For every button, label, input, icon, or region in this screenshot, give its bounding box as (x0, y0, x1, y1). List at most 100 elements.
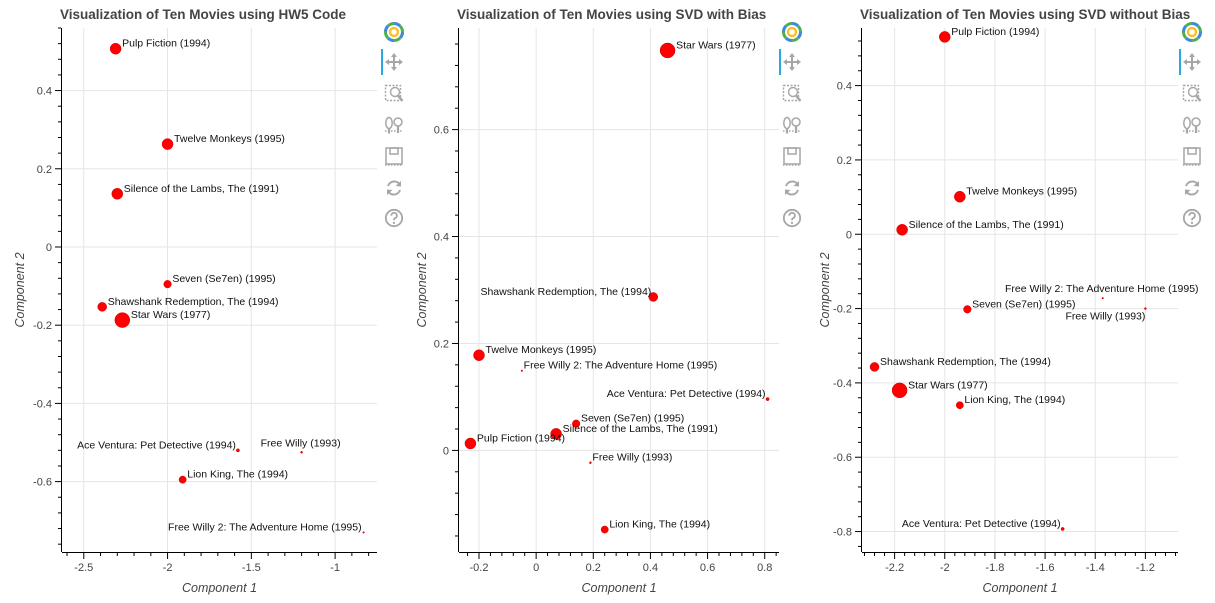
data-point[interactable] (97, 302, 107, 312)
data-point[interactable] (550, 428, 562, 440)
point-label: Shawshank Redemption, The (1994) (880, 356, 1051, 368)
y-tick-label: 0.2 (837, 155, 852, 167)
active-tool-indicator (779, 49, 781, 75)
data-point[interactable] (891, 382, 908, 399)
data-point[interactable] (1060, 527, 1065, 531)
point-label: Ace Ventura: Pet Detective (1994) (607, 388, 766, 400)
pan-icon[interactable] (381, 49, 404, 75)
box-zoom-icon[interactable] (384, 84, 404, 104)
data-point[interactable] (659, 42, 676, 59)
reset-icon[interactable] (782, 178, 802, 198)
point-label: Free Willy 2: The Adventure Home (1995) (524, 360, 718, 372)
y-tick-label: -0.4 (833, 378, 852, 390)
help-icon[interactable] (384, 208, 404, 228)
data-point[interactable] (114, 312, 131, 328)
scatter-plot[interactable]: Visualization of Ten Movies using SVD wi… (805, 0, 1199, 603)
x-axis-label: Component 1 (182, 581, 257, 595)
scatter-plot[interactable]: Visualization of Ten Movies using HW5 Co… (0, 0, 380, 603)
data-point[interactable] (1144, 307, 1147, 310)
y-tick-label: -0.2 (833, 304, 852, 316)
x-tick-label: -1.6 (1036, 562, 1055, 574)
help-icon[interactable] (1182, 208, 1202, 228)
data-point[interactable] (161, 138, 174, 150)
x-tick-label: -1.5 (242, 562, 261, 574)
data-point[interactable] (939, 31, 951, 43)
point-label: Twelve Monkeys (1995) (966, 186, 1077, 198)
data-point[interactable] (236, 448, 240, 453)
x-tick-label: -1.8 (985, 562, 1004, 574)
point-label: Lion King, The (1994) (609, 519, 710, 531)
bokeh-logo-icon[interactable] (1182, 22, 1202, 42)
point-label: Free Willy 2: The Adventure Home (1995) (168, 521, 362, 533)
point-label: Free Willy (1993) (1065, 311, 1145, 323)
y-tick-label: 0.2 (37, 164, 52, 176)
bokeh-logo-icon[interactable] (384, 22, 404, 42)
data-point[interactable] (473, 349, 485, 361)
reset-icon[interactable] (1182, 178, 1202, 198)
y-tick-label: 0 (846, 229, 852, 241)
data-point[interactable] (163, 280, 172, 289)
chart-title: Visualization of Ten Movies using HW5 Co… (60, 7, 347, 22)
point-label: Lion King, The (1994) (187, 469, 288, 481)
y-axis-label: Component 2 (415, 252, 429, 327)
point-label: Star Wars (1977) (131, 309, 211, 321)
point-label: Shawshank Redemption, The (1994) (480, 286, 651, 298)
y-tick-label: -0.4 (33, 398, 52, 410)
x-tick-label: -2 (163, 562, 173, 574)
data-point[interactable] (362, 531, 365, 534)
data-point[interactable] (869, 362, 880, 372)
point-label: Free Willy 2: The Adventure Home (1995) (1005, 283, 1199, 295)
y-axis-label: Component 2 (13, 252, 27, 327)
chart-title: Visualization of Ten Movies using SVD wi… (860, 7, 1190, 22)
y-tick-label: 0.4 (434, 232, 449, 244)
wheel-zoom-icon[interactable] (1182, 115, 1202, 135)
point-label: Lion King, The (1994) (964, 394, 1065, 406)
data-point[interactable] (520, 369, 523, 372)
save-icon[interactable] (384, 146, 404, 166)
wheel-zoom-icon[interactable] (384, 115, 404, 135)
wheel-zoom-icon[interactable] (782, 115, 802, 135)
pan-icon[interactable] (1179, 49, 1202, 75)
point-label: Shawshank Redemption, The (1994) (108, 296, 279, 308)
point-label: Twelve Monkeys (1995) (486, 344, 597, 356)
x-tick-label: 0 (533, 562, 539, 574)
point-label: Pulp Fiction (1994) (122, 38, 210, 50)
data-point[interactable] (589, 461, 592, 464)
data-point[interactable] (765, 397, 770, 401)
data-point[interactable] (178, 475, 187, 484)
point-label: Seven (Se7en) (1995) (581, 413, 684, 425)
bokeh-logo-icon[interactable] (782, 22, 802, 42)
data-point[interactable] (109, 42, 122, 55)
data-point[interactable] (896, 224, 908, 236)
save-icon[interactable] (1182, 146, 1202, 166)
x-tick-label: 0.4 (643, 562, 658, 574)
reset-icon[interactable] (384, 178, 404, 198)
data-point[interactable] (300, 451, 303, 454)
x-tick-label: -2.2 (885, 562, 904, 574)
x-axis-label: Component 1 (982, 581, 1057, 595)
y-tick-label: -0.8 (833, 527, 852, 539)
point-label: Seven (Se7en) (1995) (172, 273, 275, 285)
data-point[interactable] (1101, 297, 1104, 300)
data-point[interactable] (464, 437, 477, 450)
data-point[interactable] (955, 401, 964, 410)
x-tick-label: 0.2 (586, 562, 601, 574)
point-label: Star Wars (1977) (676, 39, 756, 51)
data-point[interactable] (963, 305, 972, 314)
box-zoom-icon[interactable] (782, 84, 802, 104)
pan-icon[interactable] (779, 49, 802, 75)
y-tick-label: 0.4 (837, 81, 852, 93)
x-tick-label: -1.2 (1136, 562, 1155, 574)
box-zoom-icon[interactable] (1182, 84, 1202, 104)
help-icon[interactable] (782, 208, 802, 228)
data-point[interactable] (572, 419, 581, 428)
data-point[interactable] (648, 292, 659, 302)
point-label: Ace Ventura: Pet Detective (1994) (902, 518, 1061, 530)
y-tick-label: 0.6 (434, 125, 449, 137)
data-point[interactable] (954, 190, 966, 203)
scatter-plot[interactable]: Visualization of Ten Movies using SVD wi… (402, 0, 782, 603)
data-point[interactable] (600, 525, 609, 534)
save-icon[interactable] (782, 146, 802, 166)
active-tool-indicator (1179, 49, 1181, 75)
data-point[interactable] (111, 188, 124, 200)
